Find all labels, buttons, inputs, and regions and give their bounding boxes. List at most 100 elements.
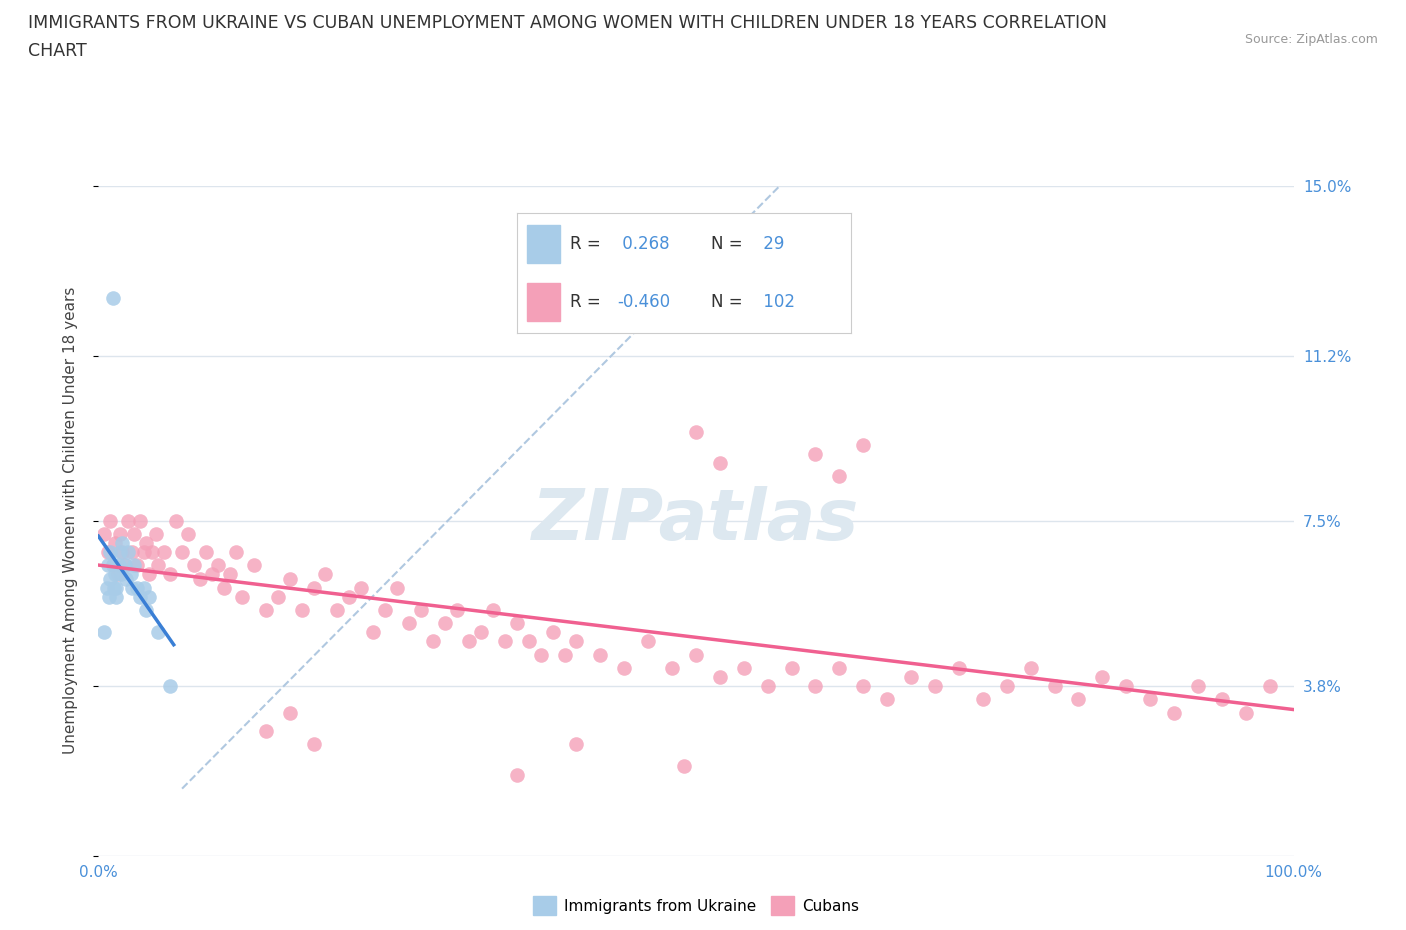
Point — [685, 647, 707, 662]
Point — [159, 679, 181, 694]
Point — [107, 567, 129, 582]
Point — [446, 603, 468, 618]
Point — [852, 679, 875, 694]
Point — [494, 634, 516, 649]
Point — [637, 634, 659, 649]
Point — [1234, 705, 1257, 720]
Y-axis label: Unemployment Among Women with Children Under 18 years: Unemployment Among Women with Children U… — [63, 287, 77, 754]
Point — [565, 737, 588, 751]
Point — [138, 590, 160, 604]
Point — [105, 590, 128, 604]
Point — [733, 660, 755, 675]
Point — [138, 567, 160, 582]
Point — [470, 625, 492, 640]
Point — [115, 571, 138, 586]
Point — [780, 660, 803, 675]
Point — [458, 634, 481, 649]
Point — [135, 603, 157, 618]
Point — [385, 580, 409, 595]
Point — [132, 545, 155, 560]
Point — [565, 634, 588, 649]
Point — [291, 603, 314, 618]
Point — [804, 446, 827, 461]
Point — [207, 558, 229, 573]
Text: Source: ZipAtlas.com: Source: ZipAtlas.com — [1244, 33, 1378, 46]
Point — [541, 625, 564, 640]
Point — [995, 679, 1018, 694]
Point — [93, 625, 115, 640]
Point — [101, 558, 124, 573]
Point — [589, 647, 612, 662]
Point — [828, 660, 851, 675]
Point — [124, 526, 146, 541]
Point — [101, 558, 124, 573]
Point — [278, 571, 301, 586]
Point — [159, 567, 181, 582]
Point — [673, 759, 696, 774]
Point — [124, 558, 146, 573]
Point — [506, 616, 529, 631]
Point — [107, 558, 129, 573]
Point — [315, 567, 337, 582]
Point — [685, 424, 707, 439]
Point — [96, 580, 118, 595]
Point — [101, 290, 124, 305]
Point — [212, 580, 235, 595]
Point — [141, 545, 163, 560]
Point — [231, 590, 253, 604]
Point — [201, 567, 224, 582]
Point — [1187, 679, 1209, 694]
Point — [278, 705, 301, 720]
Point — [756, 679, 779, 694]
Point — [1115, 679, 1137, 694]
Point — [98, 571, 122, 586]
Point — [302, 580, 325, 595]
Text: CHART: CHART — [28, 42, 87, 60]
Point — [105, 580, 128, 595]
Point — [165, 513, 187, 528]
Legend: Immigrants from Ukraine, Cubans: Immigrants from Ukraine, Cubans — [533, 897, 859, 915]
Point — [1043, 679, 1066, 694]
Point — [709, 456, 731, 471]
Point — [254, 724, 277, 738]
Point — [148, 558, 170, 573]
Point — [93, 526, 115, 541]
Point — [529, 647, 551, 662]
Point — [117, 513, 139, 528]
Point — [433, 616, 456, 631]
Point — [104, 536, 127, 551]
Point — [145, 526, 167, 541]
Point — [121, 545, 143, 560]
Point — [183, 558, 205, 573]
Point — [98, 513, 122, 528]
Point — [972, 692, 994, 707]
Point — [924, 679, 946, 694]
Point — [172, 545, 194, 560]
Text: IMMIGRANTS FROM UKRAINE VS CUBAN UNEMPLOYMENT AMONG WOMEN WITH CHILDREN UNDER 18: IMMIGRANTS FROM UKRAINE VS CUBAN UNEMPLO… — [28, 14, 1107, 32]
Point — [876, 692, 898, 707]
Point — [97, 558, 120, 573]
Point — [188, 571, 211, 586]
Point — [98, 590, 121, 604]
Point — [302, 737, 325, 751]
Point — [1258, 679, 1281, 694]
Point — [339, 590, 360, 604]
Point — [1211, 692, 1233, 707]
Point — [117, 545, 139, 560]
Point — [709, 670, 731, 684]
Text: ZIPatlas: ZIPatlas — [533, 486, 859, 555]
Point — [398, 616, 420, 631]
Point — [517, 634, 540, 649]
Point — [148, 625, 170, 640]
Point — [374, 603, 396, 618]
Point — [111, 536, 134, 551]
Point — [852, 437, 875, 452]
Point — [1139, 692, 1161, 707]
Point — [125, 558, 148, 573]
Point — [125, 580, 148, 595]
Point — [225, 545, 247, 560]
Point — [613, 660, 636, 675]
Point — [350, 580, 373, 595]
Point — [422, 634, 444, 649]
Point — [267, 590, 290, 604]
